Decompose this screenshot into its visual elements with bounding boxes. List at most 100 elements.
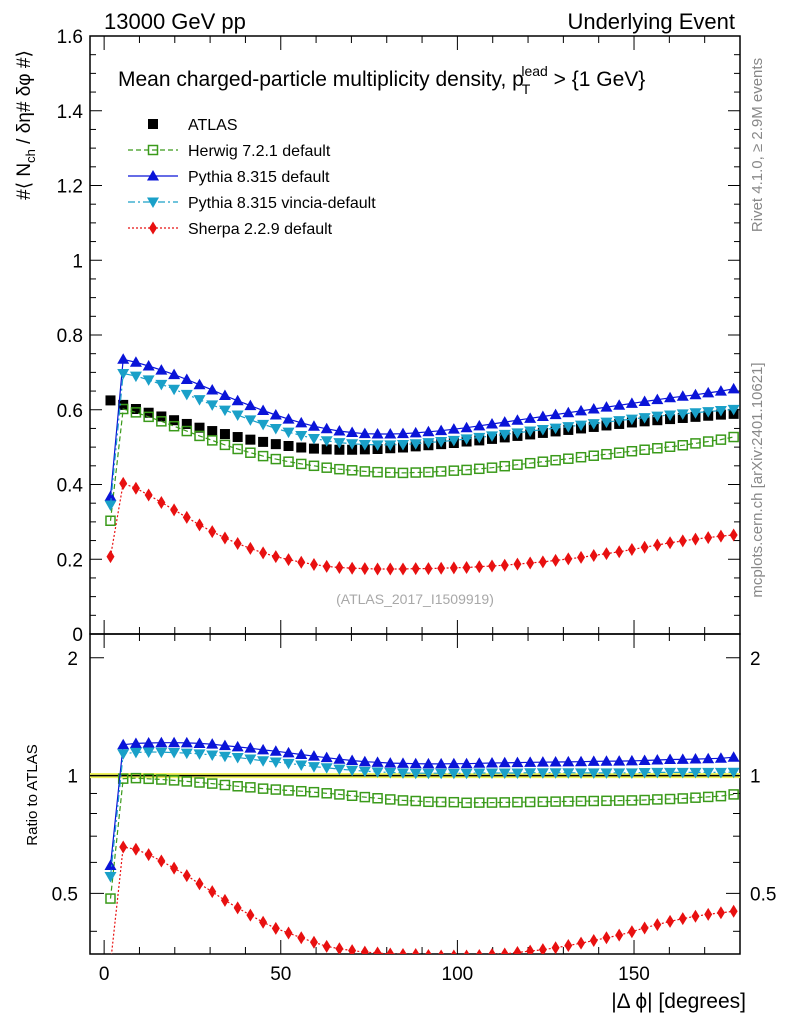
main-point-pythia bbox=[511, 414, 524, 425]
ratio-point-sherpa bbox=[259, 915, 268, 929]
ratio-point-pythia bbox=[117, 738, 130, 750]
main-y-tick-label: 0 bbox=[72, 625, 83, 646]
ratio-point-pythia bbox=[257, 743, 270, 755]
main-point-sherpa bbox=[182, 510, 191, 524]
legend-entry-sherpa: Sherpa 2.2.9 default bbox=[128, 221, 333, 238]
ratio-point-pythia bbox=[447, 757, 460, 769]
ratio-point-pythia bbox=[269, 745, 282, 756]
ratio-point-herwig bbox=[130, 772, 142, 784]
main-point-herwig bbox=[512, 459, 523, 470]
ratio-point-vincia bbox=[625, 768, 638, 779]
main-point-vincia bbox=[613, 416, 626, 427]
ratio-point-vincia bbox=[435, 768, 448, 780]
legend-label-atlas: ATLAS bbox=[188, 117, 238, 134]
ratio-point-herwig bbox=[435, 796, 447, 808]
main-point-vincia bbox=[358, 440, 371, 451]
main-point-pythia bbox=[460, 421, 473, 433]
main-point-vincia bbox=[702, 407, 715, 418]
ratio-point-pythia bbox=[193, 737, 206, 748]
main-point-pythia bbox=[473, 419, 486, 431]
main-point-vincia bbox=[371, 440, 384, 451]
main-point-vincia bbox=[346, 439, 359, 450]
ratio-point-pythia bbox=[218, 739, 231, 751]
ratio-point-sherpa bbox=[716, 906, 725, 920]
ratio-y-tick-label: 0.5 bbox=[52, 884, 78, 905]
ratio-point-vincia bbox=[702, 767, 715, 779]
ratio-point-herwig bbox=[117, 773, 129, 784]
ratio-point-herwig bbox=[499, 797, 510, 808]
ratio-point-sherpa bbox=[131, 842, 140, 856]
main-point-sherpa bbox=[424, 562, 433, 576]
ratio-point-pythia bbox=[333, 753, 346, 764]
ratio-point-pythia bbox=[244, 742, 257, 753]
main-point-vincia bbox=[536, 425, 549, 436]
main-point-sherpa bbox=[475, 560, 484, 574]
main-point-herwig bbox=[728, 431, 739, 443]
ratio-point-sherpa bbox=[195, 877, 204, 891]
ratio-point-sherpa bbox=[144, 848, 153, 862]
ratio-point-herwig bbox=[334, 789, 345, 800]
main-point-sherpa bbox=[335, 560, 344, 574]
ratio-point-herwig bbox=[448, 796, 460, 808]
ratio-point-herwig bbox=[245, 782, 256, 793]
ratio-point-herwig bbox=[372, 793, 383, 804]
main-point-herwig bbox=[245, 447, 256, 458]
main-point-herwig bbox=[219, 439, 231, 451]
legend-entry-vincia: Pythia 8.315 vincia-default bbox=[128, 195, 376, 212]
ratio-point-sherpa bbox=[373, 946, 382, 954]
ratio-point-pythia bbox=[409, 757, 422, 769]
ratio-point-herwig bbox=[270, 784, 282, 795]
main-point-herwig bbox=[677, 440, 689, 451]
ratio-point-pythia bbox=[206, 738, 219, 749]
ratio-point-pythia bbox=[346, 754, 359, 765]
ratio-point-sherpa bbox=[729, 904, 738, 918]
title-sup: lead bbox=[521, 63, 547, 79]
main-point-pythia bbox=[129, 356, 142, 367]
main-point-sherpa bbox=[348, 561, 357, 575]
ratio-point-sherpa bbox=[513, 946, 522, 954]
ratio-point-vincia bbox=[498, 768, 511, 780]
main-point-atlas bbox=[334, 444, 345, 455]
main-point-sherpa bbox=[564, 552, 573, 566]
main-point-herwig bbox=[423, 466, 434, 478]
ratio-point-herwig bbox=[652, 794, 663, 805]
main-point-herwig bbox=[486, 462, 498, 473]
main-point-herwig bbox=[283, 456, 294, 467]
main-point-vincia bbox=[651, 411, 664, 423]
main-point-sherpa bbox=[233, 537, 242, 551]
ratio-point-sherpa bbox=[451, 949, 457, 954]
main-y-tick-label: 0.8 bbox=[57, 326, 83, 347]
main-point-pythia bbox=[333, 425, 346, 436]
ratio-point-vincia bbox=[613, 768, 626, 779]
main-point-vincia bbox=[689, 408, 702, 419]
main-point-atlas bbox=[105, 395, 116, 406]
main-point-vincia bbox=[435, 437, 448, 448]
main-point-herwig bbox=[372, 466, 383, 478]
main-point-pythia bbox=[104, 490, 117, 501]
ratio-point-pythia bbox=[727, 751, 740, 762]
ratio-point-sherpa bbox=[309, 935, 318, 949]
main-point-vincia bbox=[142, 375, 155, 386]
main-point-herwig bbox=[232, 443, 243, 455]
main-point-herwig bbox=[257, 450, 269, 462]
ratio-point-vincia bbox=[600, 768, 613, 779]
main-point-sherpa bbox=[220, 531, 229, 545]
ratio-point-sherpa bbox=[119, 840, 128, 854]
ratio-point-sherpa bbox=[170, 861, 179, 875]
ratio-y-tick-label-right: 0.5 bbox=[750, 884, 776, 905]
main-y-tick-label: 1 bbox=[72, 251, 83, 272]
axes-layer: 0 0.2 0.4 0.6 0.8 1 1.2 1.4 1.6 0 50 100 150 0.5 0.5 1 1… bbox=[52, 27, 777, 985]
main-point-pythia bbox=[117, 353, 130, 364]
main-point-pythia bbox=[536, 410, 549, 421]
ratio-point-sherpa bbox=[386, 947, 395, 954]
ratio-point-sherpa bbox=[589, 933, 598, 947]
main-point-herwig bbox=[308, 460, 320, 472]
ratio-point-sherpa bbox=[666, 914, 675, 928]
main-point-sherpa bbox=[640, 540, 649, 554]
ratio-point-herwig bbox=[524, 796, 536, 808]
y-label-b: / δη# δφ #⟩ bbox=[14, 50, 35, 149]
legend-entry-atlas: ATLAS bbox=[148, 117, 238, 134]
ratio-point-sherpa bbox=[704, 907, 713, 921]
main-point-vincia bbox=[727, 404, 740, 416]
main-point-pythia bbox=[498, 416, 511, 427]
